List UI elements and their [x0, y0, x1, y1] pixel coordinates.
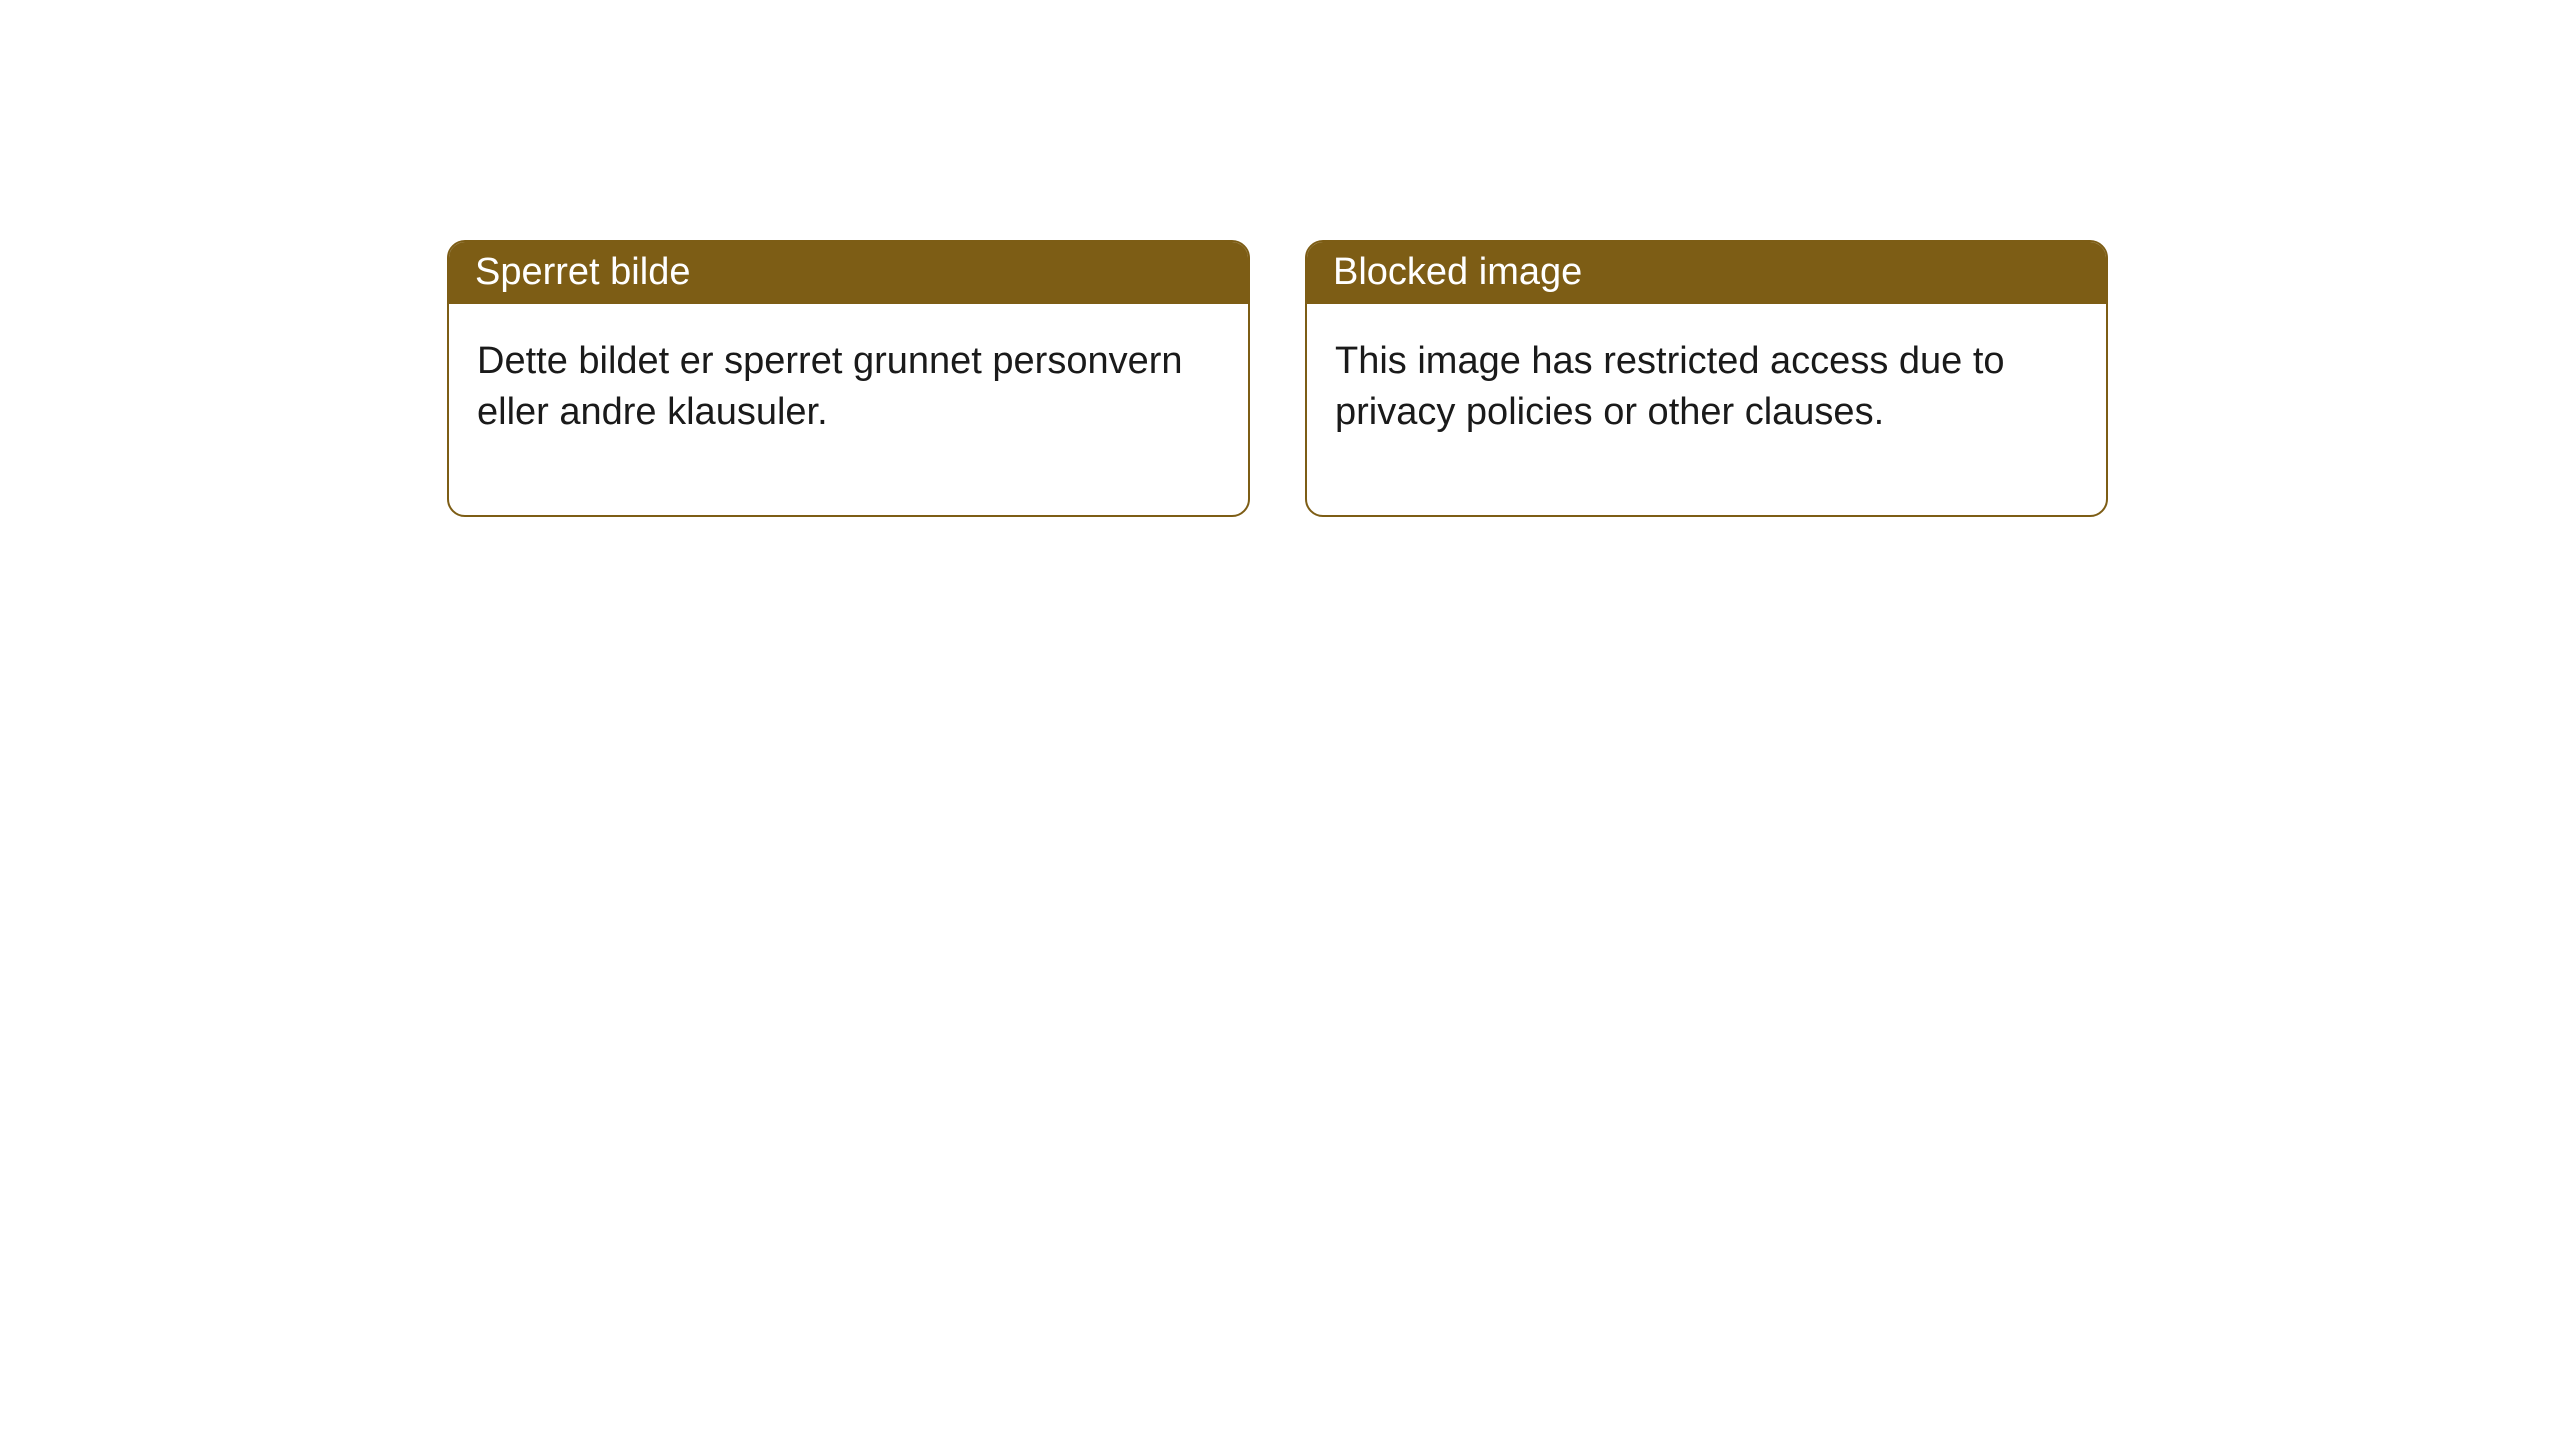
notice-body: Dette bildet er sperret grunnet personve…	[449, 304, 1248, 515]
notice-body: This image has restricted access due to …	[1307, 304, 2106, 515]
notice-card-norwegian: Sperret bilde Dette bildet er sperret gr…	[447, 240, 1250, 517]
notice-title: Sperret bilde	[475, 251, 690, 293]
notice-body-text: This image has restricted access due to …	[1335, 340, 2005, 433]
notice-card-english: Blocked image This image has restricted …	[1305, 240, 2108, 517]
notice-header: Blocked image	[1307, 242, 2106, 304]
notice-title: Blocked image	[1333, 251, 1582, 293]
notice-container: Sperret bilde Dette bildet er sperret gr…	[0, 0, 2560, 517]
notice-header: Sperret bilde	[449, 242, 1248, 304]
notice-body-text: Dette bildet er sperret grunnet personve…	[477, 340, 1183, 433]
